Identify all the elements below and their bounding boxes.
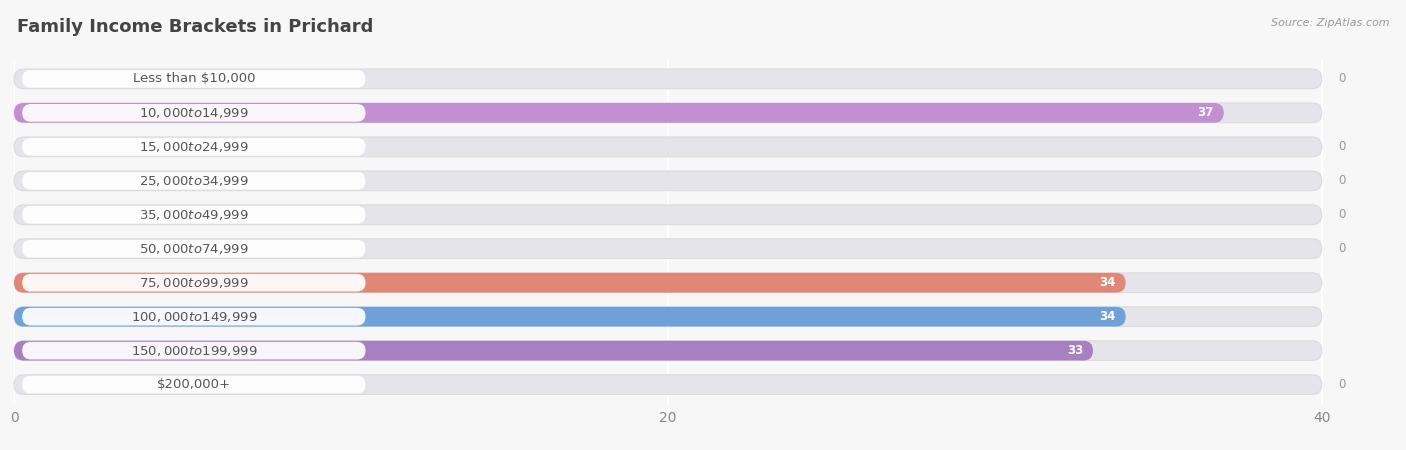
Text: 0: 0 [1339, 174, 1346, 187]
FancyBboxPatch shape [14, 137, 1322, 157]
FancyBboxPatch shape [14, 103, 1322, 123]
FancyBboxPatch shape [22, 206, 366, 224]
FancyBboxPatch shape [22, 342, 366, 360]
FancyBboxPatch shape [22, 104, 366, 122]
Text: 0: 0 [1339, 378, 1346, 391]
Text: $50,000 to $74,999: $50,000 to $74,999 [139, 242, 249, 256]
Text: $150,000 to $199,999: $150,000 to $199,999 [131, 344, 257, 358]
Text: Less than $10,000: Less than $10,000 [132, 72, 254, 86]
Text: $200,000+: $200,000+ [157, 378, 231, 391]
FancyBboxPatch shape [22, 240, 366, 257]
Text: 0: 0 [1339, 72, 1346, 86]
Text: $35,000 to $49,999: $35,000 to $49,999 [139, 208, 249, 222]
Text: Family Income Brackets in Prichard: Family Income Brackets in Prichard [17, 18, 373, 36]
Text: Source: ZipAtlas.com: Source: ZipAtlas.com [1271, 18, 1389, 28]
FancyBboxPatch shape [22, 138, 366, 156]
FancyBboxPatch shape [14, 239, 1322, 259]
Text: 37: 37 [1198, 106, 1213, 119]
FancyBboxPatch shape [14, 307, 1322, 327]
Text: $15,000 to $24,999: $15,000 to $24,999 [139, 140, 249, 154]
Text: $10,000 to $14,999: $10,000 to $14,999 [139, 106, 249, 120]
FancyBboxPatch shape [14, 103, 1223, 123]
FancyBboxPatch shape [14, 273, 1126, 292]
Text: 34: 34 [1099, 310, 1116, 323]
FancyBboxPatch shape [14, 341, 1092, 360]
Text: 33: 33 [1067, 344, 1083, 357]
FancyBboxPatch shape [14, 375, 1322, 395]
FancyBboxPatch shape [22, 376, 366, 393]
Text: $25,000 to $34,999: $25,000 to $34,999 [139, 174, 249, 188]
Text: $100,000 to $149,999: $100,000 to $149,999 [131, 310, 257, 324]
FancyBboxPatch shape [14, 171, 1322, 191]
FancyBboxPatch shape [14, 341, 1322, 360]
Text: 0: 0 [1339, 242, 1346, 255]
FancyBboxPatch shape [22, 308, 366, 325]
Text: 34: 34 [1099, 276, 1116, 289]
FancyBboxPatch shape [22, 172, 366, 189]
FancyBboxPatch shape [14, 273, 1322, 292]
Text: $75,000 to $99,999: $75,000 to $99,999 [139, 276, 249, 290]
FancyBboxPatch shape [22, 274, 366, 292]
FancyBboxPatch shape [14, 205, 1322, 225]
FancyBboxPatch shape [14, 69, 1322, 89]
FancyBboxPatch shape [22, 70, 366, 88]
Text: 0: 0 [1339, 208, 1346, 221]
Text: 0: 0 [1339, 140, 1346, 153]
FancyBboxPatch shape [14, 307, 1126, 327]
